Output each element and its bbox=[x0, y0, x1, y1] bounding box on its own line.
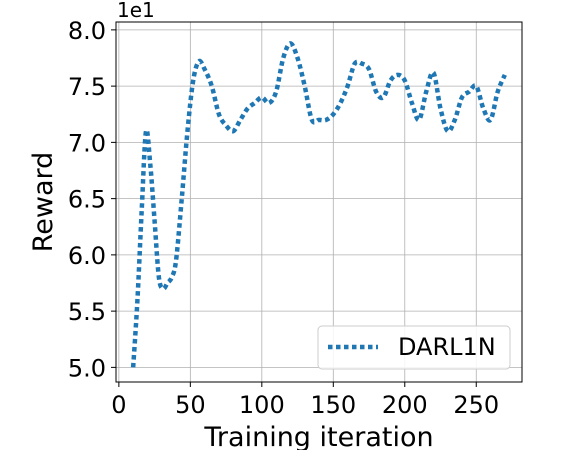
y-tick-label: 5.5 bbox=[68, 298, 106, 326]
series-layer bbox=[130, 41, 507, 368]
y-axis-offset-label: 1e1 bbox=[117, 0, 155, 22]
y-tick-label: 7.0 bbox=[68, 129, 106, 157]
y-axis-ticks: 5.0 5.5 6.0 6.5 7.0 7.5 8.0 bbox=[68, 17, 116, 382]
plot-frame bbox=[115, 21, 523, 383]
x-tick-label: 50 bbox=[175, 391, 206, 419]
y-tick-label: 6.0 bbox=[68, 242, 106, 270]
x-tick-label: 0 bbox=[111, 391, 126, 419]
x-axis-ticks: 0 50 100 150 200 250 bbox=[111, 382, 499, 419]
grid-lines bbox=[116, 22, 522, 382]
series-line-darl1n bbox=[130, 41, 507, 368]
x-tick-label: 100 bbox=[239, 391, 285, 419]
legend-label-darl1n: DARL1N bbox=[398, 333, 496, 361]
y-tick-label: 5.0 bbox=[68, 354, 106, 382]
x-axis-label: Training iteration bbox=[203, 422, 433, 450]
y-tick-label: 6.5 bbox=[68, 186, 106, 214]
y-axis-label: Reward bbox=[28, 152, 59, 253]
legend: DARL1N bbox=[317, 325, 511, 370]
x-tick-label: 250 bbox=[453, 391, 499, 419]
y-tick-label: 8.0 bbox=[68, 17, 106, 45]
legend-box bbox=[317, 325, 511, 370]
y-tick-label: 7.5 bbox=[68, 73, 106, 101]
x-tick-label: 200 bbox=[382, 391, 428, 419]
x-tick-label: 150 bbox=[310, 391, 356, 419]
